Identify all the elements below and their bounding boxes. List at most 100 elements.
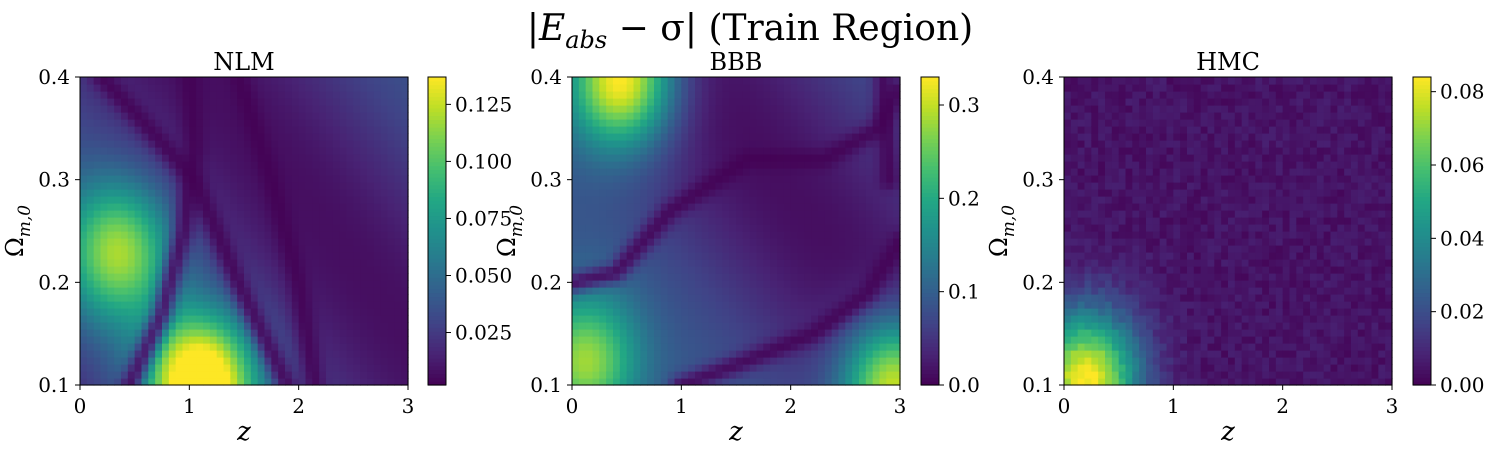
heatmap-cell bbox=[394, 252, 402, 260]
heatmap-cell bbox=[401, 203, 409, 211]
heatmap-cell bbox=[804, 182, 812, 190]
heatmap-cell bbox=[790, 140, 799, 148]
heatmap-cell bbox=[332, 343, 341, 351]
heatmap-cell bbox=[585, 259, 594, 267]
heatmap-cell bbox=[695, 98, 703, 106]
heatmap-cell bbox=[237, 273, 245, 281]
heatmap-cell bbox=[278, 161, 286, 169]
heatmap-cell bbox=[736, 175, 744, 183]
heatmap-cell bbox=[250, 112, 259, 120]
heatmap-cell bbox=[1105, 147, 1113, 155]
heatmap-cell bbox=[654, 154, 662, 162]
heatmap-cell bbox=[736, 154, 744, 162]
heatmap-cell bbox=[1132, 245, 1140, 253]
heatmap-cell bbox=[893, 182, 901, 190]
heatmap-cell bbox=[134, 189, 143, 197]
heatmap-cell bbox=[326, 217, 334, 225]
heatmap-cell bbox=[203, 329, 211, 337]
heatmap-cell bbox=[244, 189, 252, 197]
heatmap-cell bbox=[578, 140, 587, 148]
heatmap-cell bbox=[312, 231, 320, 239]
colorbar-segment bbox=[921, 350, 939, 355]
heatmap-cell bbox=[613, 357, 621, 365]
heatmap-cell bbox=[729, 154, 737, 162]
heatmap-cell bbox=[838, 182, 846, 190]
colorbar-segment bbox=[428, 146, 446, 151]
heatmap-cell bbox=[1070, 266, 1079, 274]
heatmap-cell bbox=[380, 371, 389, 379]
heatmap-cell bbox=[647, 350, 655, 358]
heatmap-cell bbox=[216, 357, 225, 365]
heatmap-bbb bbox=[572, 77, 901, 386]
heatmap-cell bbox=[189, 259, 197, 267]
heatmap-cell bbox=[578, 301, 587, 309]
heatmap-cell bbox=[1064, 336, 1072, 344]
heatmap-cell bbox=[257, 336, 266, 344]
heatmap-cell bbox=[865, 252, 874, 260]
heatmap-cell bbox=[865, 280, 874, 288]
heatmap-cell bbox=[196, 77, 204, 85]
heatmap-cell bbox=[770, 84, 778, 92]
heatmap-cell bbox=[223, 301, 231, 309]
heatmap-cell bbox=[736, 231, 744, 239]
heatmap-cell bbox=[114, 280, 122, 288]
heatmap-cell bbox=[640, 266, 648, 274]
heatmap-cell bbox=[1077, 350, 1086, 358]
heatmap-cell bbox=[845, 210, 853, 218]
heatmap-cell bbox=[326, 315, 334, 323]
heatmap-cell bbox=[688, 350, 696, 358]
heatmap-cell bbox=[278, 84, 286, 92]
heatmap-cell bbox=[606, 210, 614, 218]
heatmap-cell bbox=[1118, 329, 1127, 337]
heatmap-cell bbox=[285, 210, 293, 218]
heatmap-cell bbox=[223, 294, 231, 302]
heatmap-cell bbox=[1084, 343, 1092, 351]
heatmap-cell bbox=[859, 224, 867, 232]
heatmap-cell bbox=[394, 168, 402, 176]
heatmap-cell bbox=[783, 357, 792, 365]
heatmap-cell bbox=[599, 140, 607, 148]
heatmap-cell bbox=[626, 77, 635, 85]
heatmap-cell bbox=[729, 84, 737, 92]
heatmap-cell bbox=[175, 322, 184, 330]
heatmap-cell bbox=[312, 147, 320, 155]
heatmap-cell bbox=[585, 308, 594, 316]
heatmap-cell bbox=[1118, 217, 1127, 225]
heatmap-cell bbox=[1111, 91, 1120, 99]
heatmap-cell bbox=[148, 245, 156, 253]
heatmap-cell bbox=[640, 196, 648, 204]
heatmap-cell bbox=[845, 147, 853, 155]
heatmap-cell bbox=[141, 245, 149, 253]
heatmap-cell bbox=[175, 168, 184, 176]
heatmap-cell bbox=[346, 168, 354, 176]
heatmap-cell bbox=[578, 238, 587, 246]
heatmap-cell bbox=[168, 203, 177, 211]
heatmap-cell bbox=[121, 231, 129, 239]
heatmap-cell bbox=[401, 308, 409, 316]
heatmap-cell bbox=[1098, 259, 1106, 267]
heatmap-cell bbox=[257, 280, 266, 288]
heatmap-cell bbox=[1132, 203, 1140, 211]
heatmap-cell bbox=[681, 378, 689, 386]
heatmap-cell bbox=[1125, 308, 1133, 316]
heatmap-cell bbox=[353, 336, 361, 344]
heatmap-cell bbox=[736, 259, 744, 267]
heatmap-cell bbox=[168, 259, 177, 267]
colorbar-segment bbox=[428, 304, 446, 309]
heatmap-cell bbox=[127, 357, 136, 365]
heatmap-cell bbox=[599, 245, 607, 253]
heatmap-cell bbox=[387, 161, 395, 169]
heatmap-cell bbox=[790, 77, 799, 85]
heatmap-cell bbox=[592, 140, 600, 148]
heatmap-cell bbox=[1070, 112, 1079, 120]
heatmap-cell bbox=[872, 133, 881, 141]
heatmap-cell bbox=[1064, 182, 1072, 190]
heatmap-cell bbox=[203, 245, 211, 253]
heatmap-cell bbox=[777, 196, 785, 204]
heatmap-cell bbox=[852, 308, 860, 316]
heatmap-cell bbox=[182, 182, 190, 190]
heatmap-cell bbox=[572, 98, 580, 106]
heatmap-cell bbox=[688, 161, 696, 169]
heatmap-cell bbox=[818, 119, 826, 127]
heatmap-cell bbox=[223, 273, 231, 281]
